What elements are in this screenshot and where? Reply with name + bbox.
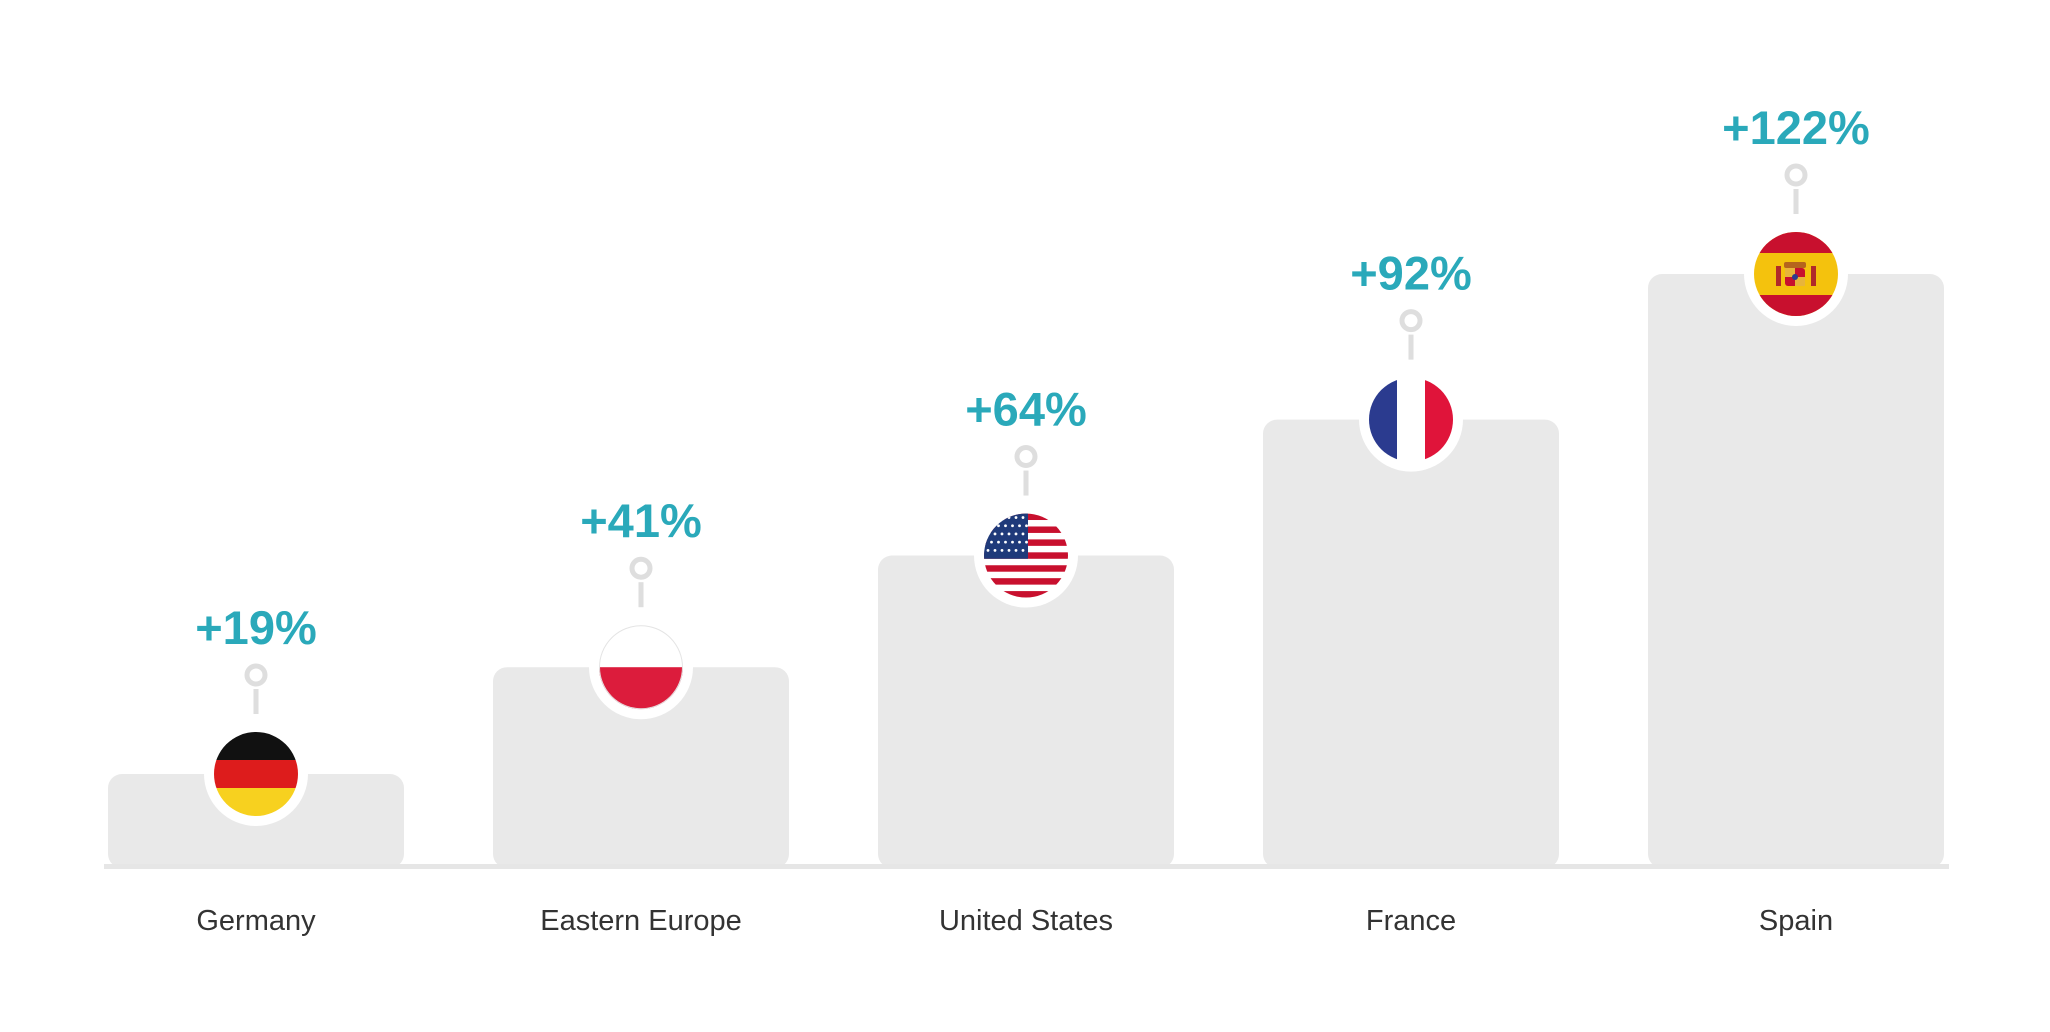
bars (108, 274, 1944, 868)
value-label-united-states: +64% (965, 383, 1087, 436)
bar-eastern-europe (493, 667, 789, 868)
value-label-france: +92% (1350, 247, 1472, 300)
value-label-spain: +122% (1722, 101, 1870, 154)
germany-flag-icon (204, 722, 308, 826)
category-label-france: France (1366, 905, 1456, 937)
pin-germany (244, 663, 268, 714)
category-label-germany: Germany (196, 905, 316, 937)
category-label-united-states: United States (939, 905, 1113, 937)
value-pins (244, 163, 1808, 714)
baseline (104, 864, 1949, 869)
category-label-eastern-europe: Eastern Europe (540, 905, 742, 937)
bar-united-states (878, 555, 1174, 868)
pin-united-states (1014, 445, 1038, 496)
bar-france (1263, 419, 1559, 868)
spain-flag-icon (1744, 222, 1848, 326)
poland-flag-icon (589, 615, 693, 720)
flags (204, 222, 1848, 826)
pin-spain (1784, 163, 1808, 214)
france-flag-icon (1359, 367, 1463, 472)
value-label-eastern-europe: +41% (580, 494, 702, 547)
pin-france (1399, 309, 1423, 360)
category-label-spain: Spain (1759, 905, 1833, 937)
value-label-germany: +19% (195, 601, 317, 654)
labels: +19% Germany +41% Eastern Europe +64% United … (195, 101, 1870, 937)
usa-flag-icon (974, 503, 1078, 608)
bar-spain (1648, 274, 1944, 868)
pin-eastern-europe (629, 556, 653, 608)
